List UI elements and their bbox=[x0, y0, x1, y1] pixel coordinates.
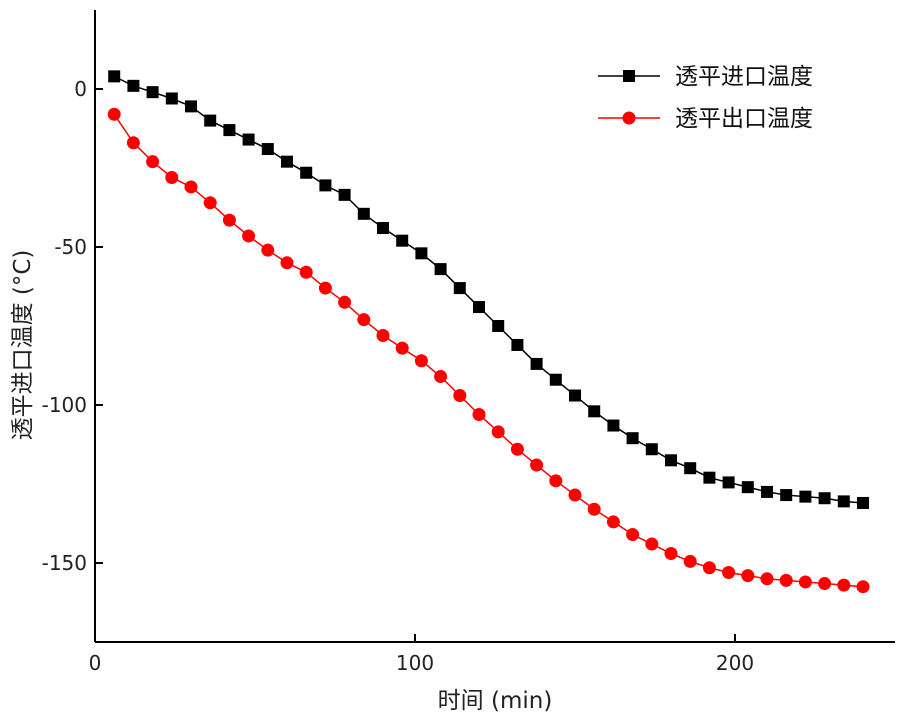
y-tick-label: -100 bbox=[42, 393, 87, 417]
series-1-point bbox=[549, 373, 562, 386]
series-1-point bbox=[473, 301, 485, 314]
series-1-point bbox=[569, 389, 581, 402]
series-1-point bbox=[530, 357, 543, 370]
series-2-point bbox=[856, 580, 870, 594]
series-2-point bbox=[338, 295, 352, 309]
series-1-point bbox=[415, 247, 428, 260]
series-2-point bbox=[414, 354, 428, 368]
series-1-point bbox=[377, 222, 389, 235]
series-1-point bbox=[857, 496, 869, 509]
series-2-point bbox=[203, 196, 217, 210]
series-2-point bbox=[395, 341, 409, 355]
series-1-point bbox=[185, 100, 197, 113]
legend-series-1-marker bbox=[623, 70, 635, 82]
series-1-point bbox=[761, 485, 773, 498]
series-1-point bbox=[453, 282, 466, 295]
series-1-point bbox=[665, 454, 677, 467]
series-1-point bbox=[684, 462, 697, 475]
series-2-point bbox=[779, 573, 793, 587]
series-2-point bbox=[357, 313, 371, 327]
series-1-point bbox=[357, 207, 370, 220]
series-2-point bbox=[798, 575, 812, 589]
series-2-point bbox=[491, 425, 505, 439]
legend-series-1-label: 透平进口温度 bbox=[675, 64, 813, 90]
x-tick-label: 100 bbox=[396, 651, 434, 675]
axes: 0 100 200 0 -50 -100 -150 bbox=[42, 10, 895, 675]
series-2-point bbox=[587, 502, 601, 516]
series-1-point bbox=[645, 443, 658, 456]
series-2-point bbox=[722, 565, 736, 579]
series-2-point bbox=[837, 578, 851, 592]
series-1-point bbox=[607, 419, 620, 432]
y-tick-label: 0 bbox=[74, 77, 87, 101]
series-1-point bbox=[281, 155, 293, 168]
series-1-point bbox=[722, 476, 735, 489]
series-1-point bbox=[799, 490, 812, 503]
series-2-point bbox=[299, 265, 313, 279]
series-2-point bbox=[683, 554, 697, 568]
legend-series-2-marker bbox=[622, 111, 636, 125]
series-2-point bbox=[549, 474, 563, 488]
series-2-point bbox=[222, 213, 236, 227]
series-1-point bbox=[588, 405, 601, 418]
series-2-point bbox=[261, 243, 275, 257]
series-1-point bbox=[780, 489, 793, 502]
x-tick-label: 0 bbox=[89, 651, 102, 675]
series-1-point bbox=[818, 492, 831, 505]
series-2-point bbox=[376, 328, 390, 342]
series-2-point bbox=[530, 458, 544, 472]
series-1-point bbox=[741, 481, 754, 494]
series-2-point bbox=[568, 488, 582, 502]
series-2-point bbox=[510, 442, 524, 456]
y-axis-title: 透平进口温度 (°C) bbox=[10, 250, 36, 441]
series-1-point bbox=[492, 320, 505, 332]
series-1-point bbox=[223, 124, 236, 137]
series-2-point bbox=[107, 107, 121, 121]
series-2-point bbox=[626, 528, 640, 542]
series-2-point bbox=[280, 256, 294, 270]
series-1-point bbox=[204, 114, 217, 127]
series-1-line bbox=[113, 75, 864, 504]
series-2-point bbox=[242, 229, 256, 243]
series-1-point bbox=[626, 432, 639, 445]
x-axis-title: 时间 (min) bbox=[438, 688, 553, 714]
series-2-point bbox=[146, 155, 160, 169]
series-1-point bbox=[242, 133, 255, 146]
y-tick-label: -50 bbox=[54, 235, 87, 259]
series-1-point bbox=[396, 234, 409, 247]
series-1-point bbox=[837, 495, 850, 508]
series-2-point bbox=[702, 561, 716, 575]
series-2-point bbox=[606, 515, 620, 529]
series-2-point bbox=[741, 569, 755, 583]
series-2-point bbox=[453, 389, 467, 403]
series-1-point bbox=[434, 263, 447, 276]
series-2-point bbox=[664, 547, 678, 561]
series-1-point bbox=[319, 179, 332, 192]
series-1-point bbox=[511, 338, 524, 351]
series-2-point bbox=[645, 537, 659, 551]
series-2-point bbox=[760, 572, 774, 586]
series-1-point bbox=[338, 188, 351, 201]
series-2-point bbox=[434, 370, 448, 384]
legend-series-2-label: 透平出口温度 bbox=[675, 106, 813, 132]
series-2-point bbox=[126, 136, 140, 150]
plot-area bbox=[107, 70, 870, 594]
series-2-line bbox=[113, 113, 864, 588]
series-1-point bbox=[146, 86, 159, 99]
x-tick-label: 200 bbox=[716, 651, 754, 675]
series-1-point bbox=[261, 143, 274, 156]
series-2-point bbox=[818, 577, 832, 591]
y-tick-label: -150 bbox=[42, 551, 87, 575]
series-2-point bbox=[318, 281, 332, 295]
series-2-point bbox=[165, 170, 179, 184]
series-1-point bbox=[127, 79, 140, 92]
series-2-point bbox=[184, 180, 198, 194]
series-1-point bbox=[703, 471, 716, 484]
series-1-point bbox=[165, 92, 178, 105]
series-2-point bbox=[472, 407, 486, 421]
series-1-point bbox=[300, 166, 313, 179]
series-1-point bbox=[108, 70, 121, 83]
